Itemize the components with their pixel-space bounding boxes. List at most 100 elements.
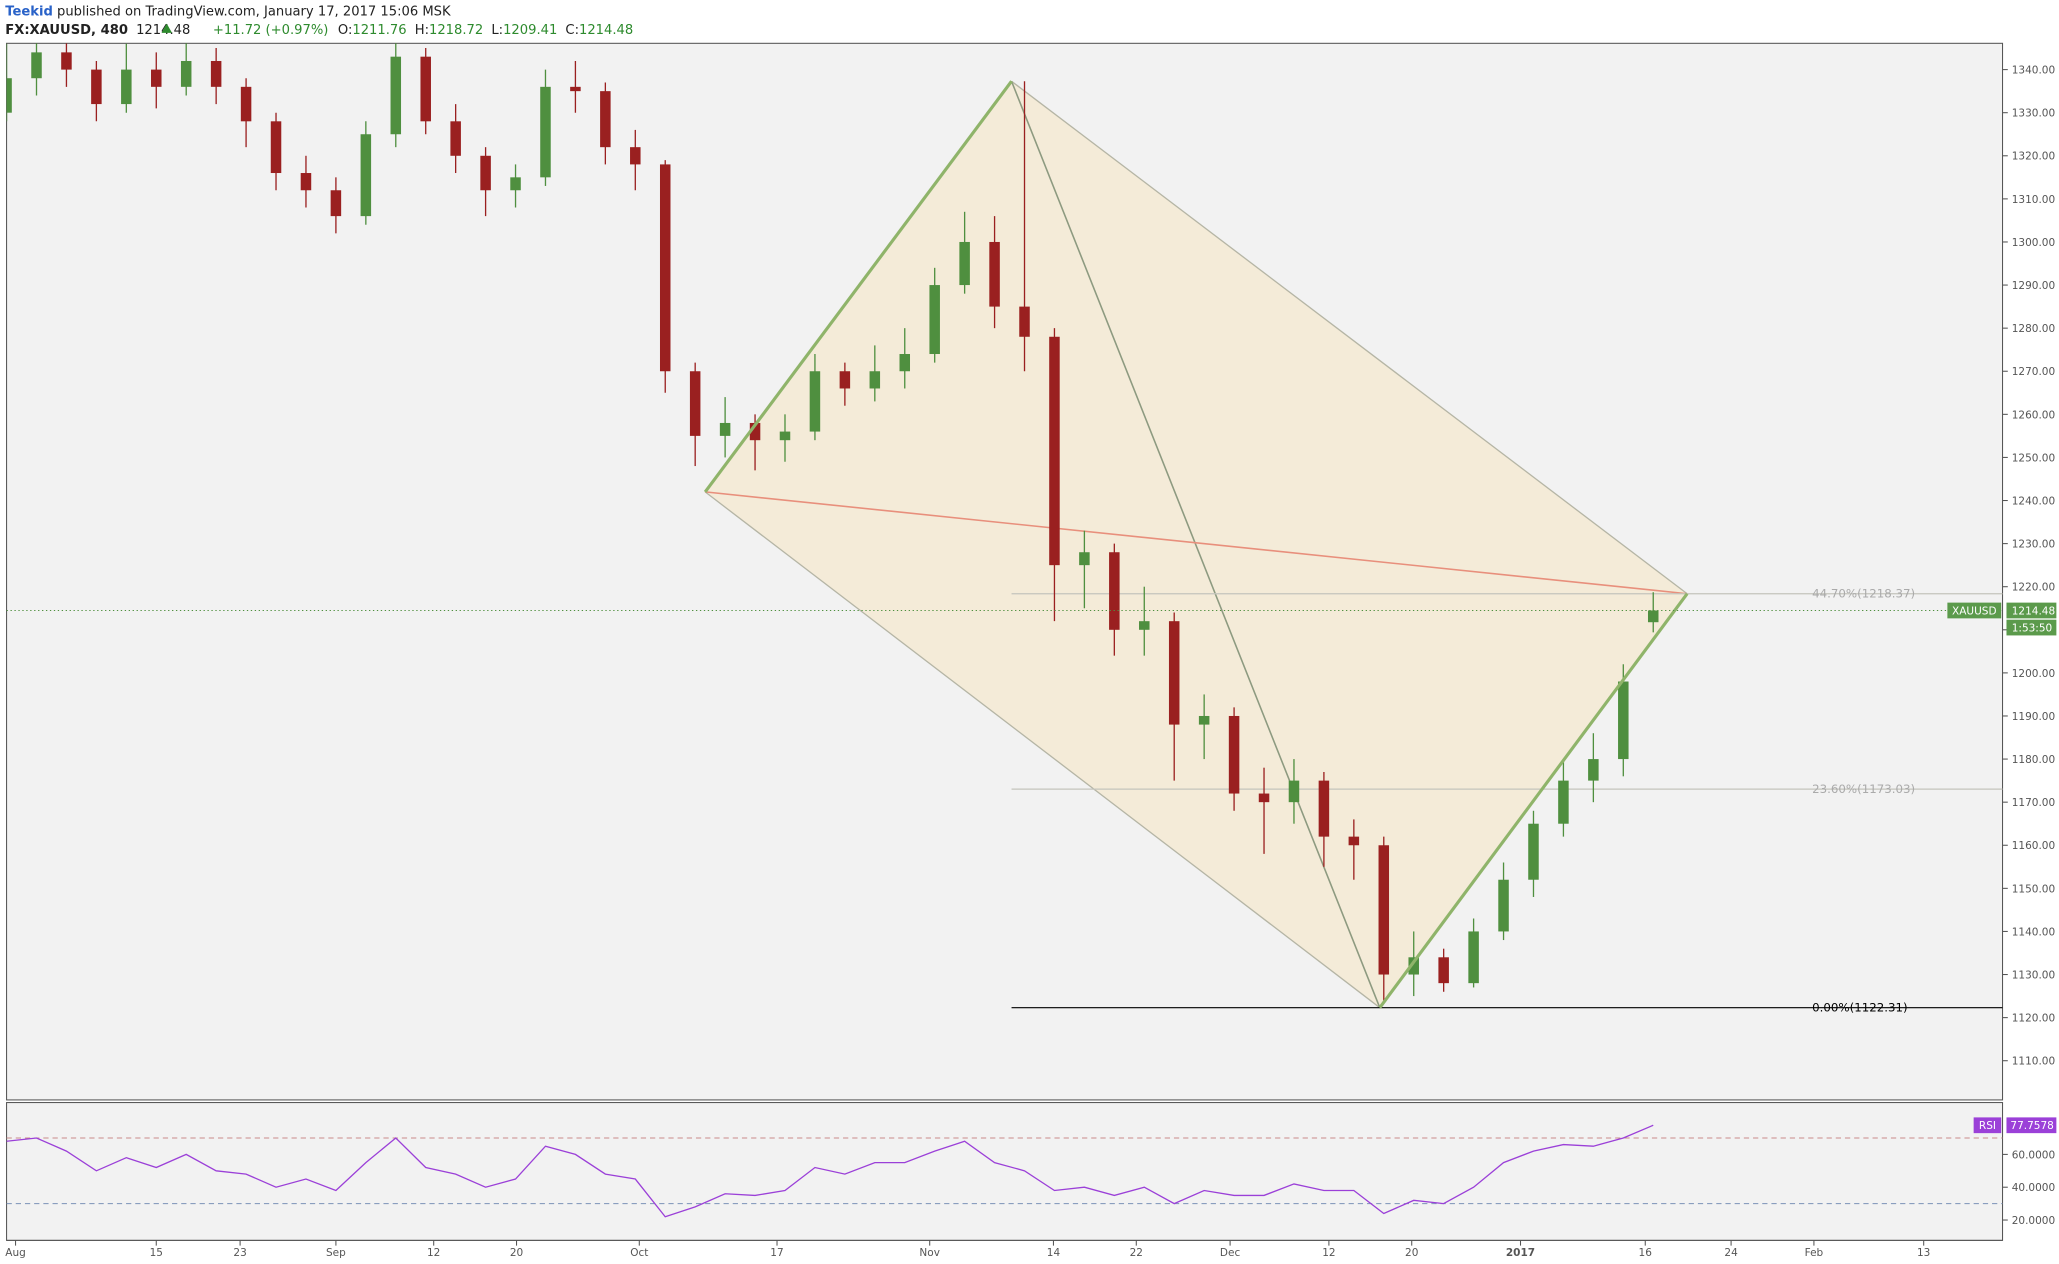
candle-body: [630, 147, 641, 165]
y-tick-label: 1150.00: [2012, 883, 2055, 895]
y-tick-label: 1280.00: [2012, 323, 2055, 335]
y-tick-label: 1240.00: [2012, 495, 2055, 507]
trend-line: [1378, 592, 1689, 1009]
trend-line: [705, 491, 1688, 595]
high-value: 1218.72: [429, 23, 483, 38]
y-tick-label: 1230.00: [2012, 539, 2055, 551]
y-tick-label: 40.0000: [2012, 1182, 2055, 1194]
rsi-name: RSI: [1979, 1120, 1996, 1132]
price-tag-label: 1214.48: [2012, 605, 2055, 617]
trend-line: [1011, 80, 1688, 595]
candle-body: [1408, 957, 1419, 975]
change: +11.72 (+0.97%): [213, 23, 329, 38]
rsi-name-tag: [1973, 1117, 2002, 1134]
y-tick-label: 1290.00: [2012, 280, 2055, 292]
candle-body: [480, 155, 491, 191]
candle-body: [121, 69, 132, 105]
y-tick-label: 1300.00: [2012, 237, 2055, 249]
y-tick-label: 1320.00: [2012, 151, 2055, 163]
y-tick-label: 1180.00: [2012, 754, 2055, 766]
y-tick-label: 1130.00: [2012, 969, 2055, 981]
open-value: 1211.76: [352, 23, 406, 38]
trend-line: [704, 491, 1381, 1009]
candle-body: [151, 69, 162, 87]
candle-body: [959, 241, 970, 286]
candle-body: [1198, 715, 1210, 725]
candle-body: [989, 241, 1000, 307]
x-tick-label: Dec: [1220, 1247, 1241, 1259]
candle-body: [1558, 780, 1569, 824]
candle-body: [1228, 715, 1240, 794]
candle-body: [1168, 621, 1180, 725]
candle-body: [1618, 681, 1629, 760]
candle-body: [869, 371, 881, 389]
candle-body: [809, 371, 821, 432]
candle-body: [1079, 552, 1090, 566]
author: Teekid: [5, 5, 53, 20]
y-tick-label: 1190.00: [2012, 711, 2055, 723]
candle-body: [719, 422, 731, 436]
countdown-label: 1:53:50: [2012, 622, 2052, 634]
ohlc-label: L:: [491, 23, 503, 38]
y-tick-label: 1160.00: [2012, 840, 2055, 852]
y-tick-label: 1200.00: [2012, 668, 2055, 680]
candle-body: [6, 78, 12, 113]
y-tick-label: 1170.00: [2012, 797, 2055, 809]
candle-body: [390, 56, 402, 135]
candle-body: [330, 190, 342, 217]
fib-label: 0.00%(1122.31): [1812, 1001, 1907, 1015]
candle-body: [1348, 836, 1360, 846]
x-tick-label: 17: [770, 1247, 783, 1259]
y-tick-label: 1220.00: [2012, 582, 2055, 594]
candle-body: [689, 371, 701, 436]
y-tick-label: 60.0000: [2012, 1149, 2055, 1161]
candle-body: [1438, 957, 1449, 984]
y-tick-label: 1310.00: [2012, 194, 2055, 206]
low-value: 1209.41: [503, 23, 557, 38]
rsi-pane: [6, 1102, 2004, 1241]
y-tick-label: 1270.00: [2012, 366, 2055, 378]
candle-body: [1049, 336, 1060, 566]
x-tick-label: Oct: [630, 1247, 648, 1259]
close-value: 1214.48: [579, 23, 633, 38]
candle-body: [1498, 879, 1509, 932]
x-tick-label: 13: [1917, 1247, 1930, 1259]
rsi-line: [6, 1124, 1654, 1218]
x-tick-label: 12: [427, 1247, 440, 1259]
x-tick-label: Sep: [326, 1247, 346, 1259]
x-tick-label: 23: [233, 1247, 246, 1259]
y-tick-label: 20.0000: [2012, 1215, 2055, 1227]
price-tag: [2006, 602, 2057, 619]
y-tick-label: 1120.00: [2012, 1013, 2055, 1025]
rsi-plot: [6, 1124, 2003, 1218]
candle-body: [31, 52, 42, 79]
x-tick-label: Nov: [919, 1247, 940, 1259]
candle-body: [180, 60, 192, 87]
ohlc-label: C:: [565, 23, 579, 38]
axes: 1110.00 1120.00 1130.00 1140.00 1150.00 1160.…: [5, 65, 2057, 1259]
symbol: FX:XAUUSD, 480: [5, 23, 128, 38]
ohlc-label: H:: [415, 23, 429, 38]
y-tick-label: 1110.00: [2012, 1056, 2055, 1068]
candle-body: [659, 164, 671, 372]
candle-body: [420, 56, 431, 122]
x-tick-label: 20: [1405, 1247, 1418, 1259]
candle-body: [360, 134, 372, 217]
candle-body: [839, 371, 851, 389]
candle-body: [1528, 823, 1539, 880]
header-line-2: FX:XAUUSD, 480 1214.48 +11.72 (+0.97%) O…: [5, 23, 633, 38]
candle-body: [1258, 793, 1270, 803]
main-plot: 44.70%(1218.37) 23.60%(1173.03) 0.00%(1122…: [6, 43, 2003, 1015]
candle-body: [1468, 931, 1479, 984]
candle-body: [450, 121, 461, 156]
rsi-value-tag: [2006, 1117, 2057, 1134]
x-tick-label: 2017: [1506, 1247, 1535, 1259]
symbol-tag: [1947, 602, 2002, 619]
y-tick-label: 1340.00: [2012, 65, 2055, 77]
candle-body: [240, 86, 252, 122]
countdown-tag: [2006, 619, 2057, 636]
candle-body: [1139, 621, 1150, 630]
candle-body: [210, 60, 222, 87]
y-tick-label: 1140.00: [2012, 926, 2055, 938]
